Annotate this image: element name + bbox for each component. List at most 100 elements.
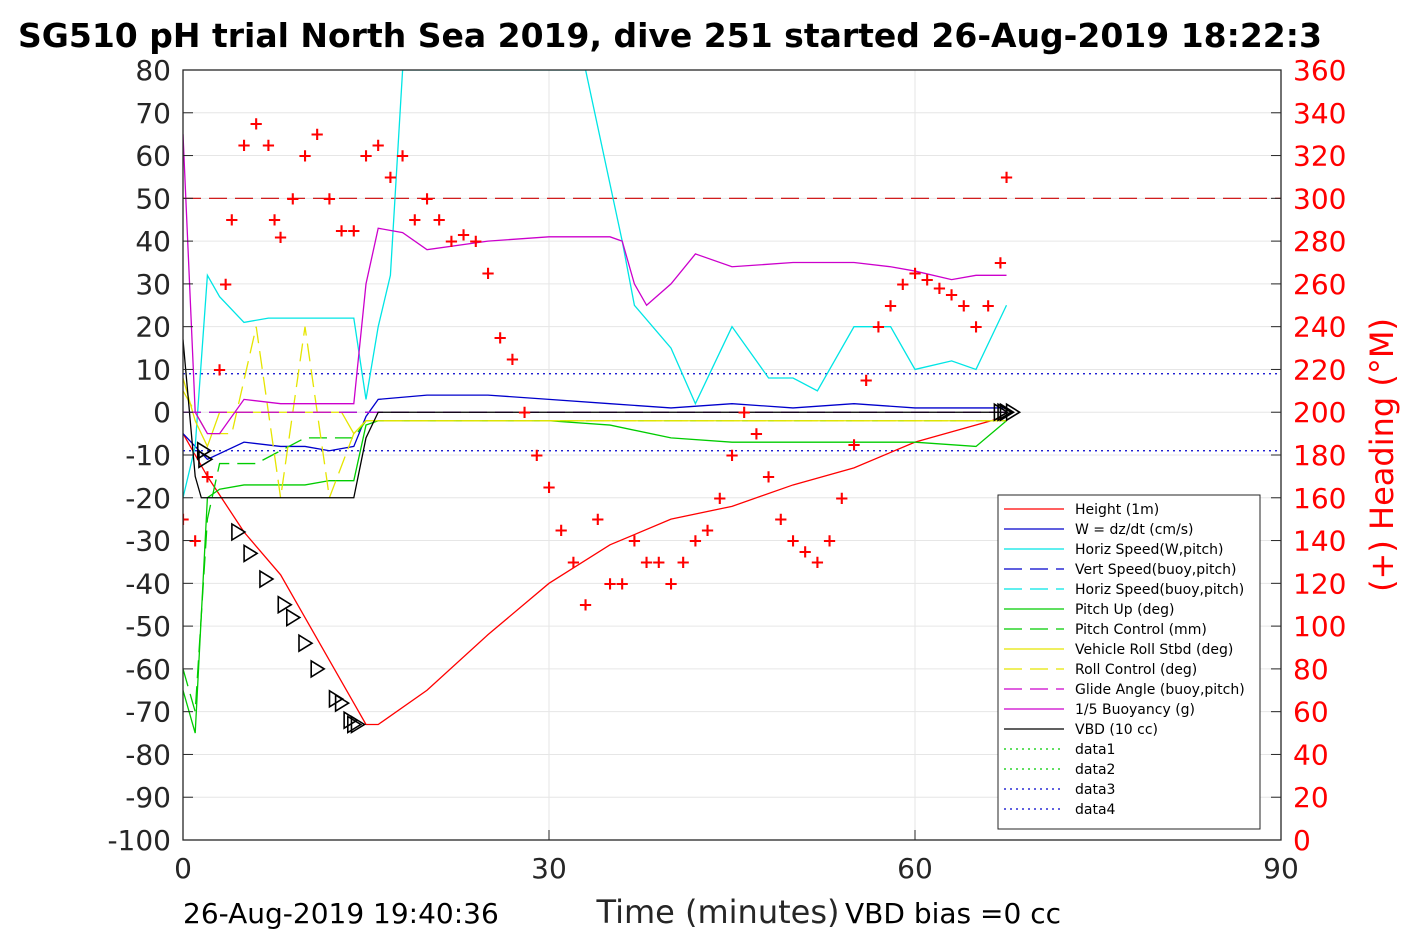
heading-marker: + [883,295,898,316]
heading-marker: + [810,552,825,573]
heading-marker: + [480,263,495,284]
y-tick-label-left: 30 [135,268,171,301]
heading-marker: + [798,541,813,562]
legend-label: Vehicle Roll Stbd (deg) [1075,642,1233,658]
y-tick-label-right: 320 [1293,140,1346,173]
heading-marker: + [639,552,654,573]
heading-marker: + [224,210,239,231]
heading-marker: + [371,135,386,156]
heading-marker: + [310,124,325,145]
heading-marker: + [493,327,508,348]
series-line [183,420,1007,734]
legend-label: Glide Angle (buoy,pitch) [1075,682,1245,698]
y-tick-label-left: 60 [135,140,171,173]
series-line [183,394,1007,461]
y-tick-label-left: 20 [135,311,171,344]
waypoint-marker [277,595,293,615]
y-tick-label-left: 80 [135,54,171,87]
heading-marker: + [297,146,312,167]
x-tick-label: 90 [1263,852,1299,885]
y-tick-label-left: 70 [135,97,171,130]
waypoint-marker [259,569,275,589]
heading-marker: + [956,295,971,316]
y-tick-label-right: 60 [1293,696,1329,729]
y-tick-label-right: 280 [1293,225,1346,258]
y-tick-label-left: -80 [125,738,171,771]
legend-label: W = dz/dt (cm/s) [1075,522,1194,538]
y-tick-label-right: 240 [1293,311,1346,344]
y-tick-label-left: -60 [125,653,171,686]
heading-marker: + [676,552,691,573]
heading-marker: + [432,210,447,231]
heading-marker: + [871,317,886,338]
heading-marker: + [212,359,227,380]
waypoint-marker [346,715,363,734]
heading-marker: + [273,227,288,248]
y-tick-label-right: 0 [1293,824,1311,857]
waypoint-marker [298,633,314,653]
y-tick-label-right: 40 [1293,738,1329,771]
y-tick-label-right: 300 [1293,182,1346,215]
series-line [183,134,1007,435]
y-tick-label-right: 360 [1293,54,1346,87]
heading-marker: + [419,188,434,209]
legend-label: data4 [1075,802,1116,818]
heading-marker: + [334,220,349,241]
series-line [183,70,1008,498]
legend-label: Roll Control (deg) [1075,662,1197,678]
legend-label: VBD (10 cc) [1075,722,1158,738]
y-tick-label-right: 140 [1293,525,1346,558]
y-tick-label-right: 120 [1293,567,1346,600]
waypoint-marker [310,659,326,679]
y-tick-label-left: -100 [107,824,171,857]
y-tick-label-left: -90 [125,781,171,814]
right-axis-label: (+) Heading (°M) [1363,318,1401,592]
heading-marker: + [822,531,837,552]
legend-label: Pitch Up (deg) [1075,602,1174,618]
x-tick-label: 30 [531,852,567,885]
waypoint-marker [285,608,302,627]
legend-label: 1/5 Buoyancy (g) [1075,702,1195,718]
heading-marker: + [175,509,190,530]
waypoint-marker [243,543,259,563]
x-tick-label: 0 [174,852,192,885]
heading-marker: + [602,573,617,594]
heading-marker: + [517,402,532,423]
heading-marker: + [358,146,373,167]
series-line [183,326,1007,499]
y-tick-label-right: 340 [1293,97,1346,130]
heading-marker: + [578,595,593,616]
heading-marker: + [218,274,233,295]
legend-box [997,494,1261,830]
heading-marker: + [785,531,800,552]
waypoint-marker [350,715,366,734]
heading-marker: + [932,278,947,299]
heading-marker: + [267,210,282,231]
heading-marker: + [566,552,581,573]
heading-marker: + [505,349,520,370]
heading-marker: + [846,434,861,455]
waypoint-marker [198,449,214,469]
heading-marker: + [468,231,483,252]
heading-marker: + [529,445,544,466]
heading-marker: + [663,573,678,594]
x-axis-label: Time (minutes) [596,893,840,931]
heading-marker: + [700,520,715,541]
heading-marker: + [993,253,1008,274]
heading-marker: + [981,295,996,316]
waypoint-marker [997,402,1013,422]
y-tick-label-left: -10 [125,439,171,472]
legend-label: Horiz Speed(buoy,pitch) [1075,582,1244,598]
axis-ticks: 80706050403020100-10-20-30-40-50-60-70-8… [107,54,1346,885]
heading-marker: + [773,509,788,530]
heading-marker: + [749,424,764,445]
waypoint-marker [343,710,359,730]
legend-label: Pitch Control (mm) [1075,622,1207,638]
y-tick-label-left: -40 [125,567,171,600]
legend-label: Height (1m) [1075,502,1159,518]
heading-marker: + [395,146,410,167]
heading-marker: + [285,188,300,209]
heading-marker: + [554,520,569,541]
plot-series: ++++++++++++++++++++++++++++++++++++++++… [175,70,1281,734]
y-tick-label-right: 20 [1293,781,1329,814]
